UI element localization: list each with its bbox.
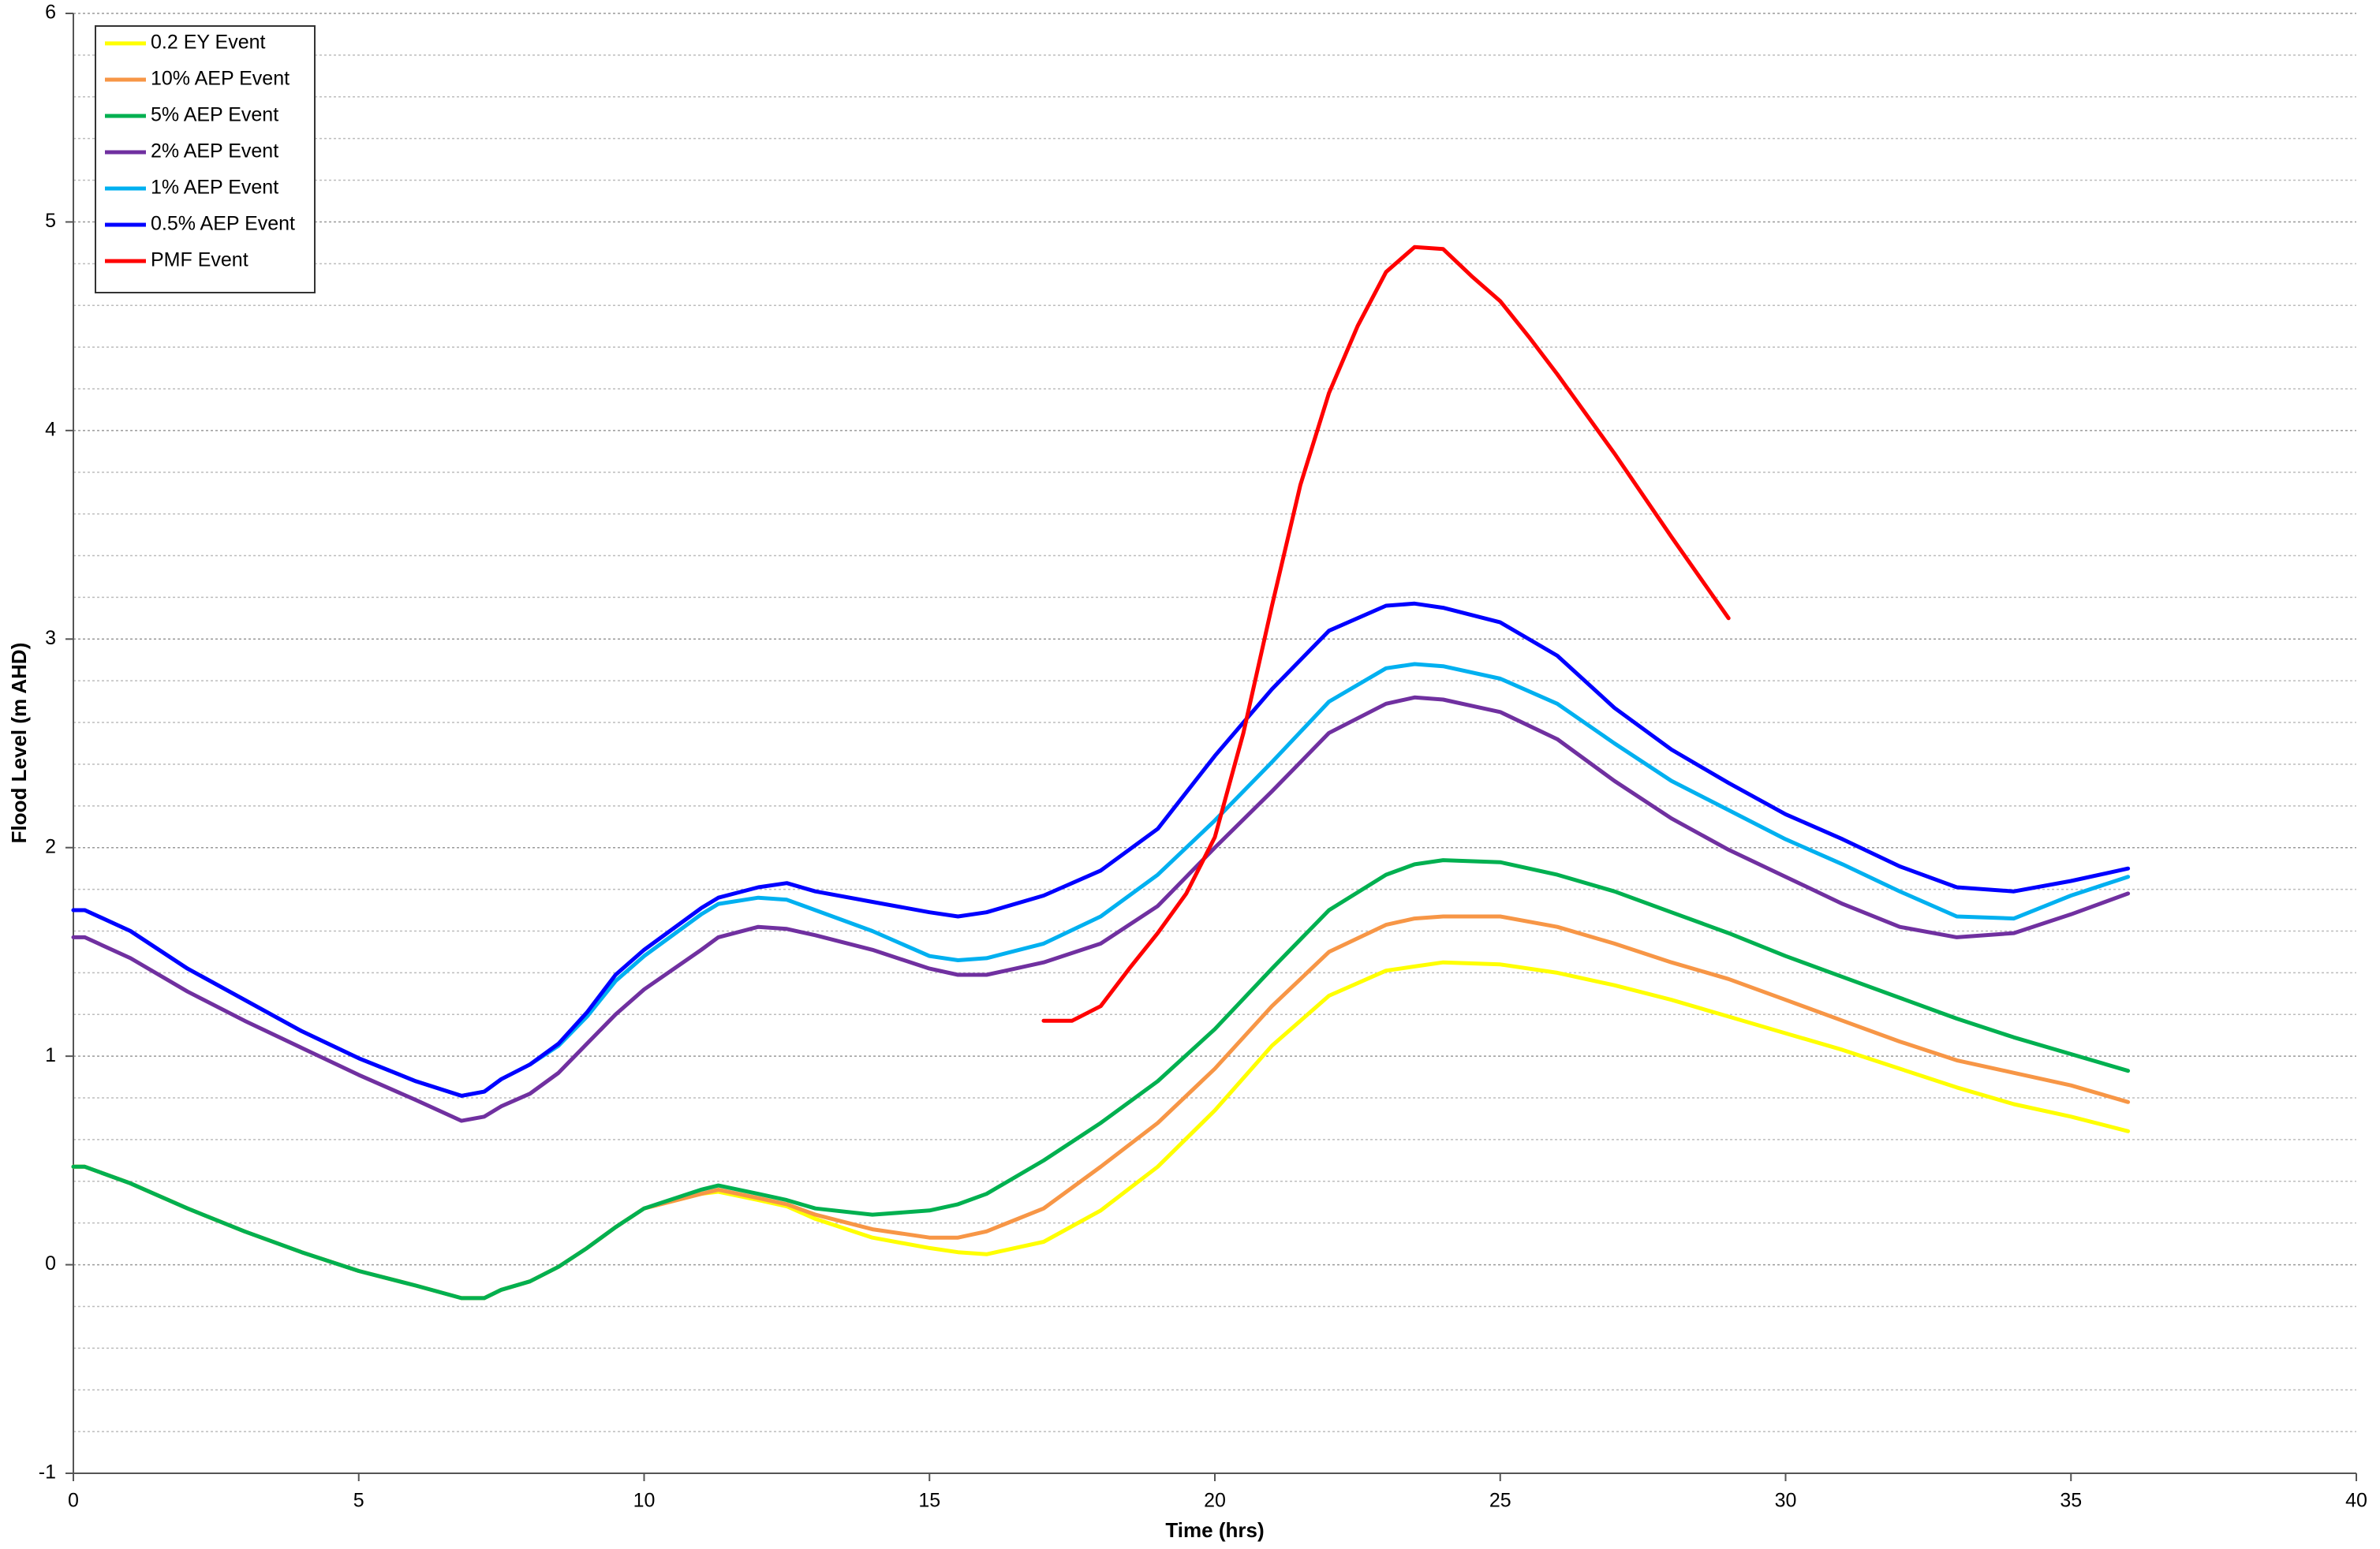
legend-label: 5% AEP Event [151,104,278,126]
y-tick-label: 2 [45,835,56,857]
series-line [71,601,2131,1098]
y-tick-label: -1 [39,1461,56,1484]
legend-label: PMF Event [151,249,248,271]
legend: 0.2 EY Event 10% AEP Event 5% AEP Event 2% … [95,25,316,293]
y-tick-label: 3 [45,627,56,649]
x-tick-label: 15 [918,1490,940,1512]
legend-label: 2% AEP Event [151,140,278,162]
y-tick-label: 6 [45,2,56,24]
y-axis-title: Flood Level (m AHD) [7,643,31,844]
series-line [1041,244,1731,1023]
x-tick-label: 30 [1775,1490,1797,1512]
x-tick-label: 20 [1204,1490,1226,1512]
x-axis-title: Time (hrs) [1165,1518,1264,1542]
series-line [71,914,2131,1301]
x-tick-label: 35 [2060,1490,2082,1512]
y-tick-label: 1 [45,1044,56,1066]
series-line [71,695,2131,1123]
x-tick-label: 5 [353,1490,364,1512]
x-tick-label: 40 [2345,1490,2367,1512]
legend-box [95,25,316,293]
x-tick-label: 10 [633,1490,656,1512]
y-tick-label: 0 [45,1252,56,1275]
y-tick-label: 5 [45,210,56,232]
legend-label: 10% AEP Event [151,68,290,90]
legend-label: 1% AEP Event [151,177,278,199]
series-line [71,662,2131,1098]
x-tick-label: 25 [1489,1490,1511,1512]
x-tick-label: 0 [68,1490,79,1512]
legend-label: 0.2 EY Event [151,32,266,54]
legend-label: 0.5% AEP Event [151,213,295,235]
series-line [71,858,2131,1301]
y-tick-label: 4 [45,418,56,440]
